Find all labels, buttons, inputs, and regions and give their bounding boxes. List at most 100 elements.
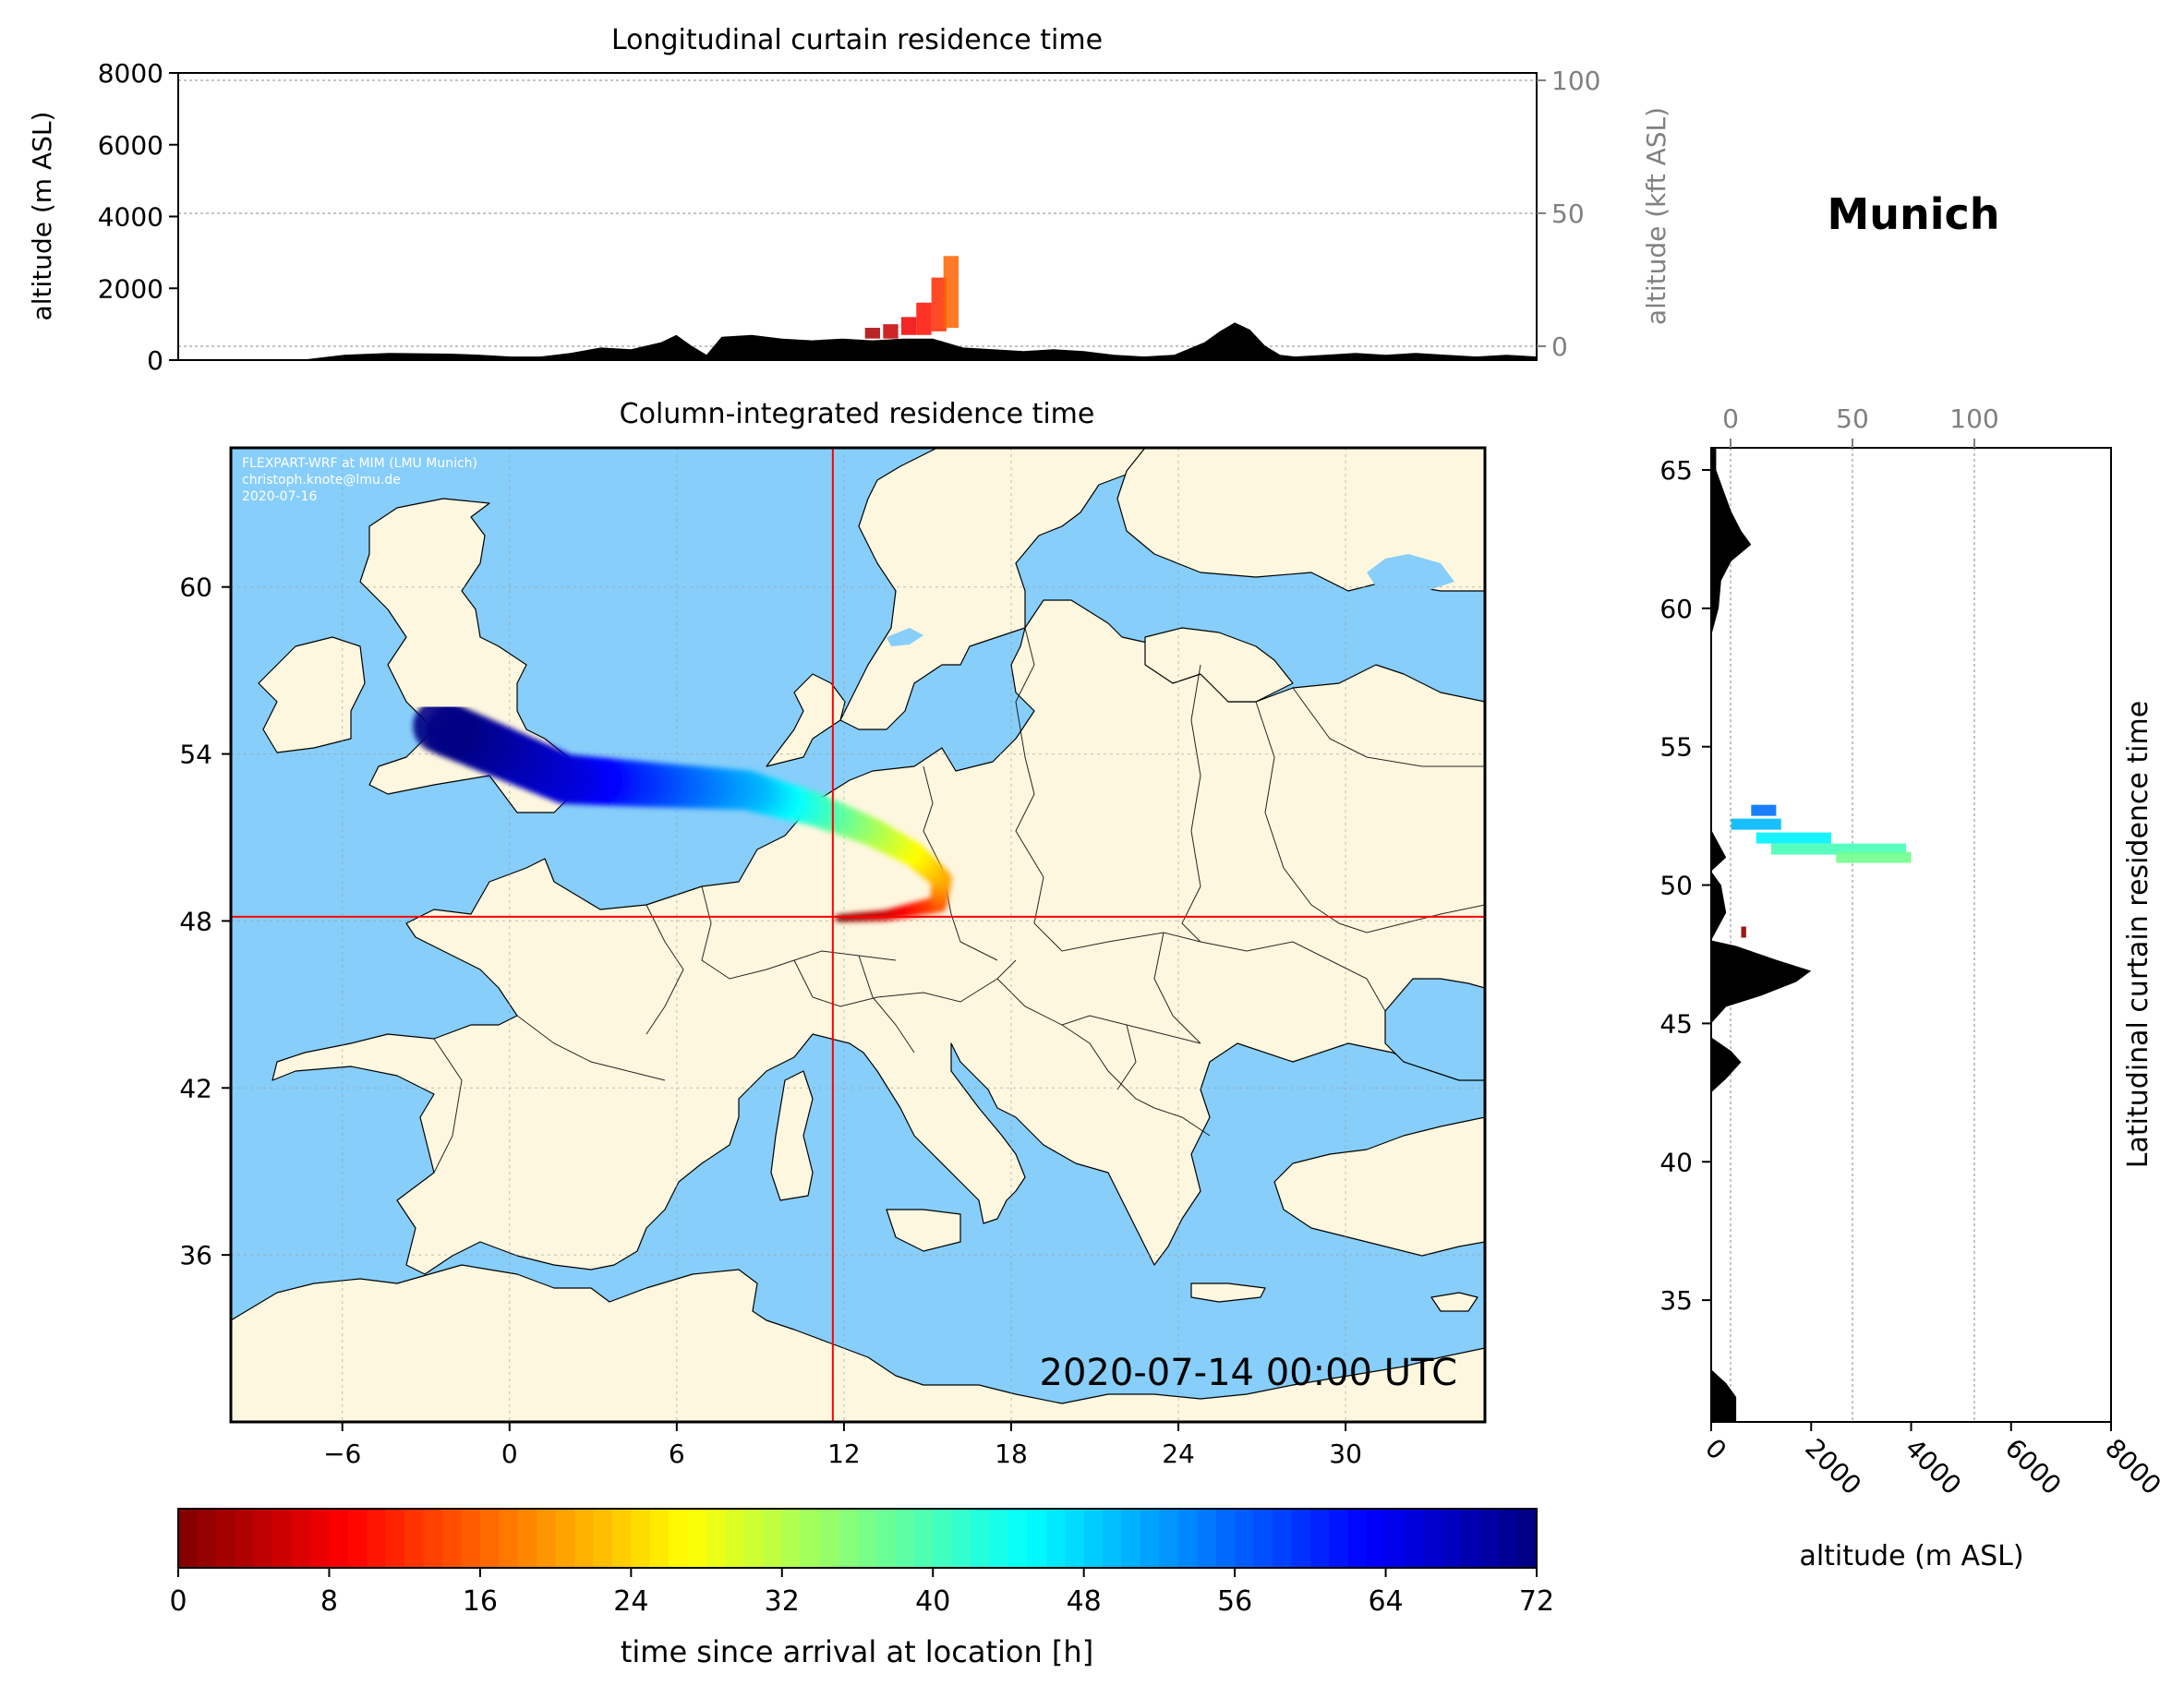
colorbar-tick-label: 64 <box>1368 1585 1403 1618</box>
right-residence-bar <box>1731 818 1781 830</box>
colorbar-block <box>801 1509 821 1568</box>
colorbar-block <box>875 1509 896 1568</box>
colorbar-block <box>1121 1509 1141 1568</box>
colorbar-block <box>1272 1509 1293 1568</box>
top-residence-bar <box>864 328 881 339</box>
right-x-tick-label: 4000 <box>1900 1433 1968 1501</box>
colorbar-block <box>1517 1509 1538 1568</box>
ireland <box>258 636 366 753</box>
map-x-tick-label: 6 <box>669 1439 685 1469</box>
colorbar-block <box>781 1509 802 1568</box>
colorbar-block <box>215 1509 235 1568</box>
crete <box>1190 1283 1266 1303</box>
colorbar-block <box>1499 1509 1519 1568</box>
continental-europe <box>271 599 1485 1275</box>
right-terrain-area <box>1711 448 1812 1422</box>
colorbar-block <box>1045 1509 1066 1568</box>
colorbar-block <box>839 1509 859 1568</box>
plume-segment <box>413 699 479 759</box>
colorbar-block <box>404 1509 425 1568</box>
colorbar-block <box>1291 1509 1311 1568</box>
colorbar-block <box>253 1509 273 1568</box>
map-x-tick-label: −6 <box>323 1439 361 1469</box>
right-y-tick-label: 35 <box>1659 1285 1693 1316</box>
colorbar-tick-label: 8 <box>320 1585 338 1618</box>
right-y-tick-label: 50 <box>1659 871 1693 901</box>
top-residence-bar <box>916 302 932 335</box>
top-residence-bar <box>931 277 947 331</box>
right-x2-tick-label: 0 <box>1722 403 1739 434</box>
colorbar-tick-label: 32 <box>765 1585 800 1618</box>
location-title: Munich <box>1827 189 1999 239</box>
colorbar-tick-label: 24 <box>613 1585 648 1618</box>
colorbar-tick-label: 16 <box>463 1585 498 1618</box>
colorbar-block <box>669 1509 689 1568</box>
colorbar-block <box>329 1509 349 1568</box>
black-sea <box>1384 978 1485 1081</box>
map-x-tick-label: 24 <box>1162 1439 1195 1469</box>
colorbar-block <box>235 1509 255 1568</box>
colorbar-block <box>1103 1509 1123 1568</box>
map-y-ticks: 36 42 48 54 60 <box>179 572 231 1270</box>
colorbar-block <box>1253 1509 1273 1568</box>
colorbar-block <box>725 1509 745 1568</box>
right-x2-ticks: 0 50 100 <box>1722 403 1999 448</box>
map-y-tick-label: 60 <box>179 572 212 603</box>
right-y-tick-label: 55 <box>1659 732 1693 763</box>
top-gridlines <box>178 79 1537 347</box>
top-residence-bars <box>864 256 959 339</box>
colorbar-block <box>743 1509 764 1568</box>
colorbar-label: time since arrival at location [h] <box>621 1634 1093 1669</box>
colorbar-block <box>971 1509 991 1568</box>
credit-line-3: 2020-07-16 <box>242 489 317 504</box>
top-residence-bar <box>900 317 917 335</box>
top-y-axis-label: altitude (m ASL) <box>27 112 57 321</box>
map-y-tick-label: 48 <box>179 906 212 936</box>
colorbar-block <box>367 1509 387 1568</box>
colorbar-block <box>291 1509 311 1568</box>
column-integrated-map: Column-integrated residence time <box>179 398 1487 1469</box>
top-y-tick-label: 0 <box>147 345 163 376</box>
colorbar-block <box>1235 1509 1255 1568</box>
colorbar-block <box>1140 1509 1160 1568</box>
finland <box>1116 448 1485 592</box>
colorbar-block <box>1159 1509 1179 1568</box>
colorbar-block <box>933 1509 953 1568</box>
top-panel-title: Longitudinal curtain residence time <box>611 24 1103 56</box>
top-y-tick-label: 6000 <box>98 130 163 161</box>
colorbar-block <box>593 1509 613 1568</box>
colorbar-block <box>1329 1509 1349 1568</box>
colorbar-block <box>1177 1509 1198 1568</box>
colorbar-block <box>857 1509 877 1568</box>
right-y-tick-label: 65 <box>1659 455 1693 486</box>
map-y-tick-label: 42 <box>179 1073 212 1103</box>
colorbar-block <box>819 1509 839 1568</box>
colorbar-block <box>537 1509 557 1568</box>
right-residence-bar <box>1836 851 1912 863</box>
colorbar-block <box>1197 1509 1217 1568</box>
timestamp-label: 2020-07-14 00:00 UTC <box>1040 1352 1457 1394</box>
credit-line-2: christoph.knote@lmu.de <box>242 473 401 488</box>
colorbar-block <box>1461 1509 1481 1568</box>
baltic-states <box>1144 627 1294 703</box>
right-y-tick-label: 45 <box>1659 1008 1693 1039</box>
colorbar-block <box>1479 1509 1500 1568</box>
colorbar-block <box>1404 1509 1425 1568</box>
top-residence-bar <box>883 324 899 339</box>
right-residence-bar <box>1751 804 1777 816</box>
colorbar-block <box>499 1509 519 1568</box>
colorbar-tick-label: 48 <box>1067 1585 1102 1618</box>
colorbar-block <box>517 1509 537 1568</box>
lake-ladoga <box>1367 554 1454 605</box>
top-y-tick-label: 2000 <box>98 273 163 304</box>
right-y-ticks: 35 40 45 50 55 60 65 <box>1659 455 1711 1316</box>
corsica-sardinia <box>770 1070 814 1201</box>
colorbar-block <box>687 1509 707 1568</box>
colorbar-block <box>197 1509 217 1568</box>
colorbar-block <box>310 1509 331 1568</box>
colorbar-block <box>1008 1509 1028 1568</box>
colorbar-gradient <box>178 1509 1538 1568</box>
colorbar-block <box>1347 1509 1368 1568</box>
sicily <box>886 1209 961 1252</box>
right-x2-tick-label: 50 <box>1836 403 1869 434</box>
